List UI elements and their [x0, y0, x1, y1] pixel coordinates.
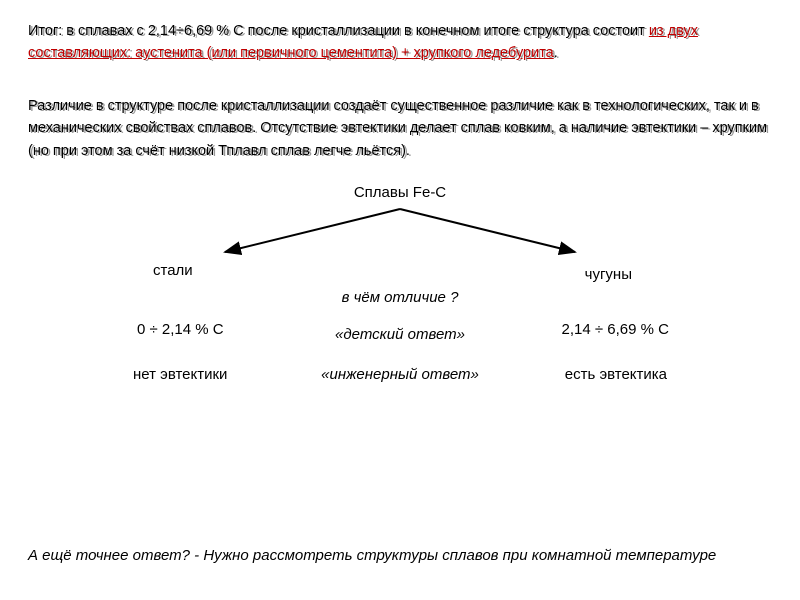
- child-answer-label: «детский ответ»: [335, 326, 465, 343]
- alloys-diagram: Сплавы Fe-C стали чугуны в чём отличие ?…: [28, 184, 772, 404]
- difference-main-text: Различие в структуре после кристаллизаци…: [28, 95, 772, 162]
- summary-paragraph: Итог: в сплавах с 2,14÷6,69 % С после кр…: [28, 20, 772, 65]
- difference-paragraph: Различие в структуре после кристаллизаци…: [28, 95, 772, 162]
- steels-label: стали: [153, 262, 193, 279]
- summary-pre-red: Итог: в сплавах с 2,14÷6,69 % С после кр…: [28, 23, 649, 39]
- cast-irons-label: чугуны: [585, 266, 632, 283]
- engineer-answer-label: «инженерный ответ»: [321, 366, 479, 383]
- summary-main-text: Итог: в сплавах с 2,14÷6,69 % С после кр…: [28, 20, 772, 65]
- no-eutectic-label: нет эвтектики: [133, 366, 227, 383]
- right-arrow: [400, 209, 575, 252]
- steel-carbon-range: 0 ÷ 2,14 % С: [137, 321, 224, 338]
- castiron-carbon-range: 2,14 ÷ 6,69 % С: [562, 321, 669, 338]
- summary-post: .: [554, 45, 558, 61]
- difference-question: в чём отличие ?: [342, 289, 459, 306]
- has-eutectic-label: есть эвтектика: [565, 366, 667, 383]
- precise-answer-paragraph: А ещё точнее ответ? ‑ Нужно рассмотреть …: [28, 545, 772, 568]
- branch-arrows: [190, 204, 610, 259]
- left-arrow: [225, 209, 400, 252]
- diagram-title: Сплавы Fe-C: [354, 184, 446, 201]
